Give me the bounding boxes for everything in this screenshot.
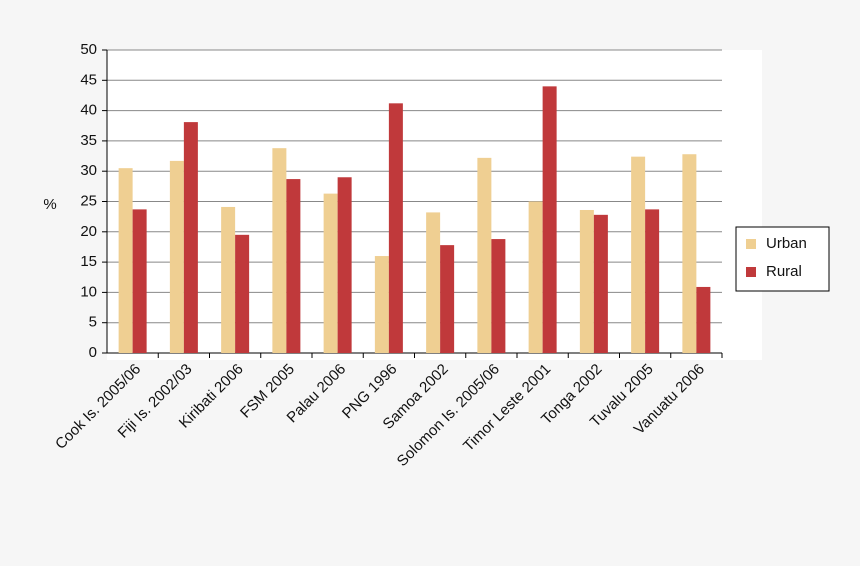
bar bbox=[491, 239, 506, 353]
bar bbox=[542, 86, 557, 354]
y-tick-label: 35 bbox=[80, 132, 97, 149]
y-tick-label: 10 bbox=[80, 283, 97, 300]
x-tick-label: Timor Leste 2001 bbox=[460, 361, 554, 455]
bar bbox=[579, 209, 594, 353]
bar bbox=[696, 286, 711, 353]
bar bbox=[477, 157, 492, 353]
bar bbox=[132, 209, 147, 353]
bar bbox=[426, 212, 441, 353]
y-tick-label: 0 bbox=[89, 344, 97, 361]
bar bbox=[593, 214, 608, 353]
bar bbox=[374, 256, 389, 353]
y-tick-label: 45 bbox=[80, 71, 97, 88]
y-tick-label: 30 bbox=[80, 162, 97, 179]
y-tick-label: 20 bbox=[80, 223, 97, 240]
bar bbox=[221, 206, 236, 353]
bar bbox=[645, 209, 660, 353]
bar bbox=[440, 245, 455, 353]
legend-box bbox=[735, 226, 830, 292]
bar bbox=[528, 201, 543, 353]
legend-label: Urban bbox=[766, 235, 807, 252]
bar bbox=[118, 168, 133, 353]
bar bbox=[272, 148, 287, 353]
y-axis-label: % bbox=[43, 196, 56, 213]
bar bbox=[286, 179, 301, 353]
y-tick-label: 15 bbox=[80, 253, 97, 270]
legend-swatch bbox=[746, 267, 756, 277]
y-tick-label: 50 bbox=[80, 41, 97, 58]
legend-swatch bbox=[746, 239, 756, 249]
y-tick-label: 40 bbox=[80, 102, 97, 119]
bar bbox=[183, 122, 198, 353]
bar bbox=[388, 103, 403, 353]
bar bbox=[169, 160, 184, 353]
bar bbox=[323, 193, 338, 353]
bar bbox=[337, 177, 352, 353]
y-tick-label: 25 bbox=[80, 192, 97, 209]
bar bbox=[682, 154, 697, 353]
x-tick-label: Cook Is. 2005/06 bbox=[52, 361, 144, 453]
bar bbox=[235, 234, 250, 353]
y-tick-label: 5 bbox=[89, 314, 97, 331]
bar bbox=[631, 156, 646, 353]
legend-label: Rural bbox=[766, 263, 802, 280]
